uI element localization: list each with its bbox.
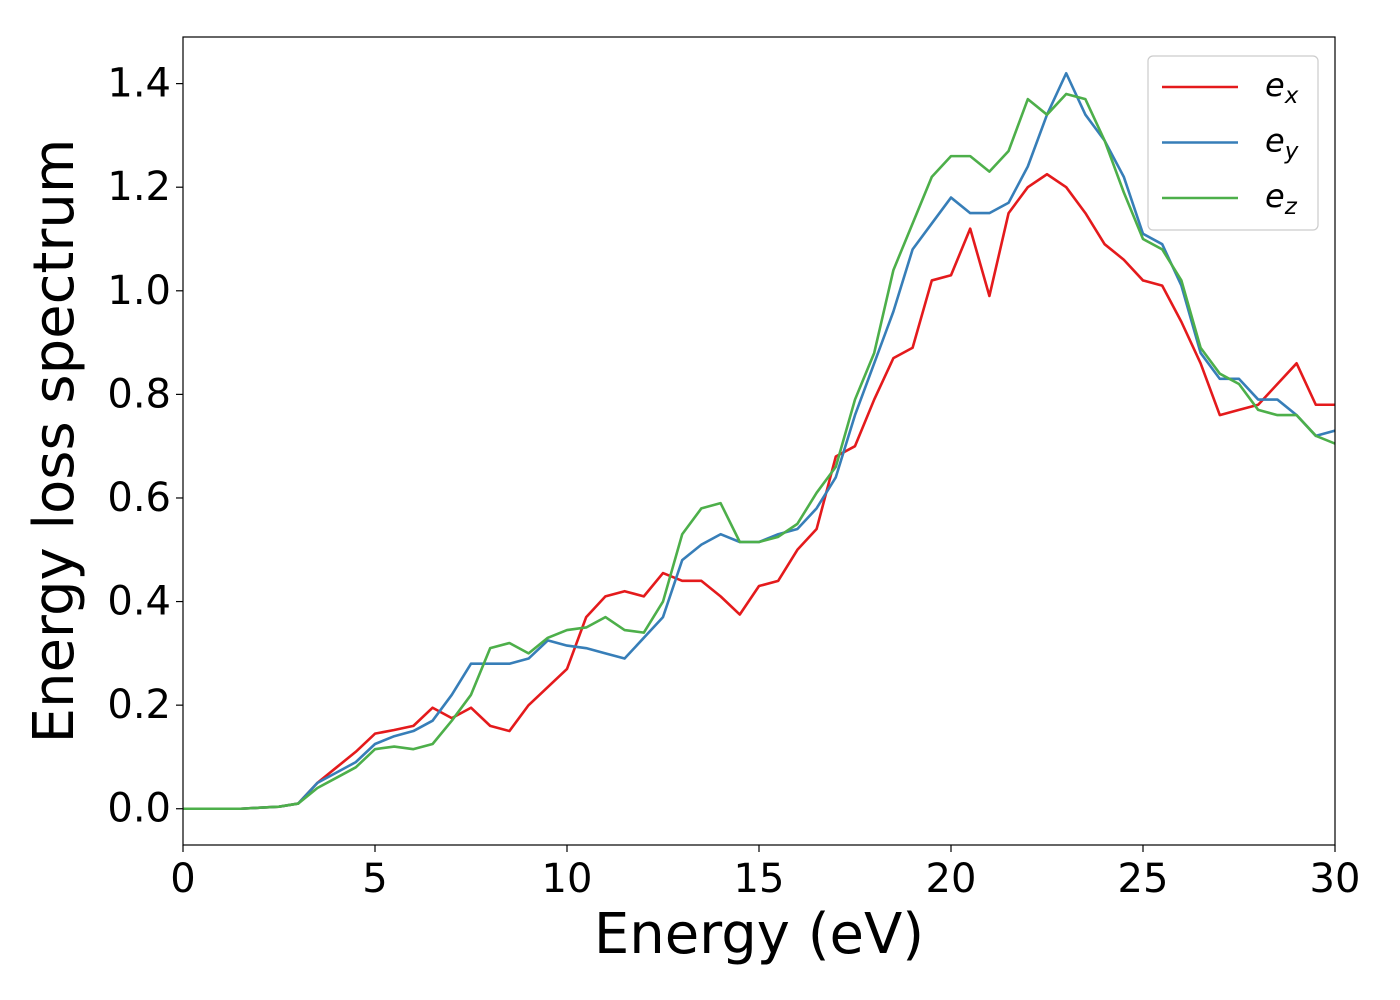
x-tick-label: 0 <box>170 856 195 902</box>
legend-label: ex <box>1265 66 1299 109</box>
series-line <box>183 172 1335 811</box>
y-tick-label: 0.4 <box>107 579 171 625</box>
x-tick-label: 25 <box>1118 856 1169 902</box>
y-tick-label: 1.2 <box>107 164 171 210</box>
x-tick-label: 30 <box>1310 856 1361 902</box>
y-tick-label: 0.2 <box>107 682 171 728</box>
y-tick-label: 0.0 <box>107 786 171 832</box>
y-tick-label: 1.4 <box>107 61 171 107</box>
x-tick-label: 15 <box>734 856 785 902</box>
y-tick-label: 0.8 <box>107 371 171 417</box>
series-line <box>183 92 1335 811</box>
x-tick-label: 10 <box>542 856 593 902</box>
y-axis-label: Energy loss spectrum <box>22 139 87 744</box>
legend-label: ey <box>1265 122 1299 165</box>
x-tick-label: 5 <box>362 856 387 902</box>
legend-label: ez <box>1265 177 1298 220</box>
plot-frame <box>182 36 1336 846</box>
y-tick-label: 1.0 <box>107 268 171 314</box>
x-axis-label: Energy (eV) <box>594 902 924 967</box>
plot-lines <box>183 71 1335 811</box>
x-tick-label: 20 <box>926 856 977 902</box>
y-tick-label: 0.6 <box>107 475 171 521</box>
